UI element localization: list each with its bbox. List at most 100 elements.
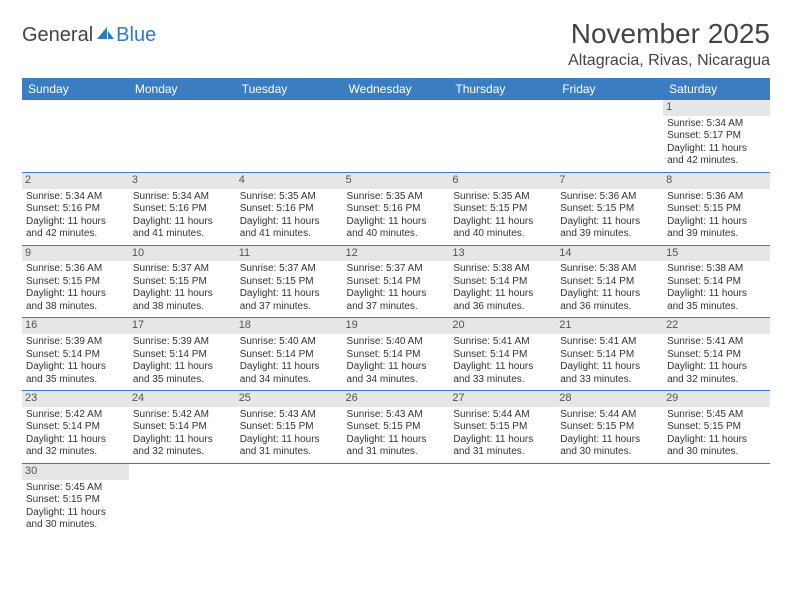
day-number: 20	[449, 318, 556, 334]
sunrise-line: Sunrise: 5:43 AM	[347, 409, 446, 422]
day-cell: 2Sunrise: 5:34 AMSunset: 5:16 PMDaylight…	[22, 172, 129, 245]
sunset-line: Sunset: 5:15 PM	[133, 276, 232, 289]
logo: General Blue	[22, 24, 156, 47]
sunrise-line: Sunrise: 5:40 AM	[347, 336, 446, 349]
calendar-row: 2Sunrise: 5:34 AMSunset: 5:16 PMDaylight…	[22, 172, 770, 245]
day-cell: 10Sunrise: 5:37 AMSunset: 5:15 PMDayligh…	[129, 245, 236, 318]
sunset-line: Sunset: 5:16 PM	[133, 203, 232, 216]
weekday-header: Sunday	[22, 78, 129, 100]
sunset-line: Sunset: 5:16 PM	[26, 203, 125, 216]
daylight-line: Daylight: 11 hours and 34 minutes.	[240, 361, 339, 386]
daylight-line: Daylight: 11 hours and 36 minutes.	[453, 288, 552, 313]
sunset-line: Sunset: 5:14 PM	[347, 349, 446, 362]
weekday-header: Saturday	[663, 78, 770, 100]
daylight-line: Daylight: 11 hours and 33 minutes.	[453, 361, 552, 386]
day-cell: 17Sunrise: 5:39 AMSunset: 5:14 PMDayligh…	[129, 318, 236, 391]
month-title: November 2025	[568, 18, 770, 50]
day-cell: 9Sunrise: 5:36 AMSunset: 5:15 PMDaylight…	[22, 245, 129, 318]
daylight-line: Daylight: 11 hours and 35 minutes.	[26, 361, 125, 386]
day-cell: 26Sunrise: 5:43 AMSunset: 5:15 PMDayligh…	[343, 391, 450, 464]
day-cell: 16Sunrise: 5:39 AMSunset: 5:14 PMDayligh…	[22, 318, 129, 391]
daylight-line: Daylight: 11 hours and 42 minutes.	[667, 143, 766, 168]
sunrise-line: Sunrise: 5:40 AM	[240, 336, 339, 349]
sunrise-line: Sunrise: 5:34 AM	[133, 191, 232, 204]
calendar-row: 16Sunrise: 5:39 AMSunset: 5:14 PMDayligh…	[22, 318, 770, 391]
location: Altagracia, Rivas, Nicaragua	[568, 52, 770, 70]
sunset-line: Sunset: 5:16 PM	[240, 203, 339, 216]
calendar-body: 1Sunrise: 5:34 AMSunset: 5:17 PMDaylight…	[22, 100, 770, 536]
day-cell: 29Sunrise: 5:45 AMSunset: 5:15 PMDayligh…	[663, 391, 770, 464]
empty-cell	[556, 463, 663, 535]
day-number: 7	[556, 173, 663, 189]
sunset-line: Sunset: 5:14 PM	[133, 349, 232, 362]
day-cell: 24Sunrise: 5:42 AMSunset: 5:14 PMDayligh…	[129, 391, 236, 464]
empty-cell	[663, 463, 770, 535]
sunrise-line: Sunrise: 5:36 AM	[26, 263, 125, 276]
daylight-line: Daylight: 11 hours and 37 minutes.	[240, 288, 339, 313]
sunset-line: Sunset: 5:14 PM	[453, 276, 552, 289]
day-number: 1	[663, 100, 770, 116]
sunset-line: Sunset: 5:15 PM	[453, 421, 552, 434]
sunrise-line: Sunrise: 5:38 AM	[560, 263, 659, 276]
sunrise-line: Sunrise: 5:38 AM	[453, 263, 552, 276]
sunset-line: Sunset: 5:16 PM	[347, 203, 446, 216]
day-cell: 4Sunrise: 5:35 AMSunset: 5:16 PMDaylight…	[236, 172, 343, 245]
daylight-line: Daylight: 11 hours and 33 minutes.	[560, 361, 659, 386]
day-cell: 30Sunrise: 5:45 AMSunset: 5:15 PMDayligh…	[22, 463, 129, 535]
daylight-line: Daylight: 11 hours and 31 minutes.	[240, 434, 339, 459]
daylight-line: Daylight: 11 hours and 36 minutes.	[560, 288, 659, 313]
calendar-row: 9Sunrise: 5:36 AMSunset: 5:15 PMDaylight…	[22, 245, 770, 318]
calendar-table: Sunday Monday Tuesday Wednesday Thursday…	[22, 78, 770, 536]
sunrise-line: Sunrise: 5:39 AM	[133, 336, 232, 349]
day-number: 3	[129, 173, 236, 189]
daylight-line: Daylight: 11 hours and 37 minutes.	[347, 288, 446, 313]
daylight-line: Daylight: 11 hours and 38 minutes.	[133, 288, 232, 313]
day-cell: 20Sunrise: 5:41 AMSunset: 5:14 PMDayligh…	[449, 318, 556, 391]
day-number: 29	[663, 391, 770, 407]
header: General Blue November 2025 Altagracia, R…	[22, 18, 770, 70]
day-number: 27	[449, 391, 556, 407]
sunset-line: Sunset: 5:15 PM	[667, 203, 766, 216]
day-number: 26	[343, 391, 450, 407]
calendar-row: 23Sunrise: 5:42 AMSunset: 5:14 PMDayligh…	[22, 391, 770, 464]
sunrise-line: Sunrise: 5:36 AM	[667, 191, 766, 204]
empty-cell	[129, 100, 236, 172]
sunrise-line: Sunrise: 5:39 AM	[26, 336, 125, 349]
daylight-line: Daylight: 11 hours and 40 minutes.	[347, 216, 446, 241]
day-cell: 7Sunrise: 5:36 AMSunset: 5:15 PMDaylight…	[556, 172, 663, 245]
day-number: 17	[129, 318, 236, 334]
day-number: 25	[236, 391, 343, 407]
day-cell: 6Sunrise: 5:35 AMSunset: 5:15 PMDaylight…	[449, 172, 556, 245]
weekday-header-row: Sunday Monday Tuesday Wednesday Thursday…	[22, 78, 770, 100]
day-cell: 18Sunrise: 5:40 AMSunset: 5:14 PMDayligh…	[236, 318, 343, 391]
sunset-line: Sunset: 5:14 PM	[667, 349, 766, 362]
sail-icon	[95, 24, 115, 47]
sunrise-line: Sunrise: 5:44 AM	[453, 409, 552, 422]
sunrise-line: Sunrise: 5:41 AM	[560, 336, 659, 349]
day-number: 8	[663, 173, 770, 189]
calendar-row: 30Sunrise: 5:45 AMSunset: 5:15 PMDayligh…	[22, 463, 770, 535]
day-cell: 1Sunrise: 5:34 AMSunset: 5:17 PMDaylight…	[663, 100, 770, 172]
day-cell: 27Sunrise: 5:44 AMSunset: 5:15 PMDayligh…	[449, 391, 556, 464]
sunset-line: Sunset: 5:15 PM	[240, 276, 339, 289]
logo-text-2: Blue	[116, 24, 156, 47]
sunrise-line: Sunrise: 5:35 AM	[240, 191, 339, 204]
daylight-line: Daylight: 11 hours and 30 minutes.	[26, 507, 125, 532]
day-number: 14	[556, 246, 663, 262]
day-number: 30	[22, 464, 129, 480]
daylight-line: Daylight: 11 hours and 39 minutes.	[560, 216, 659, 241]
daylight-line: Daylight: 11 hours and 30 minutes.	[667, 434, 766, 459]
sunrise-line: Sunrise: 5:44 AM	[560, 409, 659, 422]
day-cell: 11Sunrise: 5:37 AMSunset: 5:15 PMDayligh…	[236, 245, 343, 318]
sunset-line: Sunset: 5:15 PM	[26, 276, 125, 289]
day-cell: 15Sunrise: 5:38 AMSunset: 5:14 PMDayligh…	[663, 245, 770, 318]
day-number: 11	[236, 246, 343, 262]
day-number: 10	[129, 246, 236, 262]
calendar-row: 1Sunrise: 5:34 AMSunset: 5:17 PMDaylight…	[22, 100, 770, 172]
day-number: 2	[22, 173, 129, 189]
sunset-line: Sunset: 5:14 PM	[26, 421, 125, 434]
day-cell: 12Sunrise: 5:37 AMSunset: 5:14 PMDayligh…	[343, 245, 450, 318]
sunrise-line: Sunrise: 5:34 AM	[26, 191, 125, 204]
day-number: 15	[663, 246, 770, 262]
day-number: 28	[556, 391, 663, 407]
